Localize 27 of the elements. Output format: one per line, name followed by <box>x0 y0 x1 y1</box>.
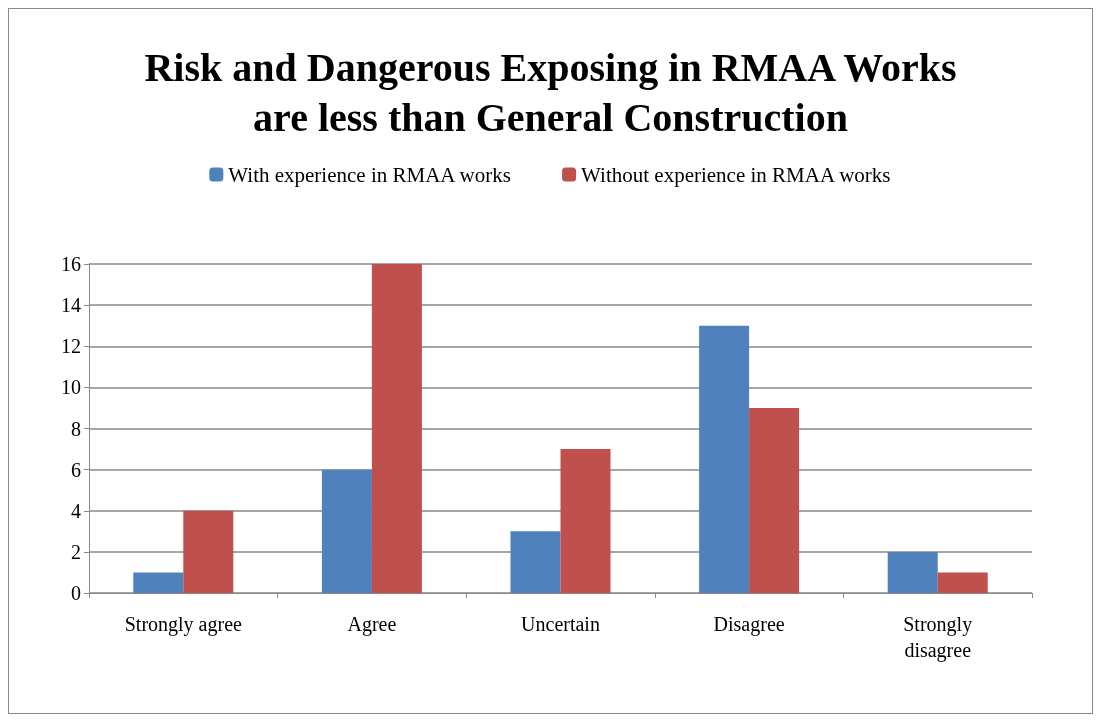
bar <box>510 531 561 593</box>
bar <box>133 572 184 593</box>
x-tick-label: Strongly agree <box>124 613 243 636</box>
y-tick-label: 2 <box>71 540 81 563</box>
bar <box>749 407 800 593</box>
y-tick-label: 10 <box>61 376 81 399</box>
bar <box>371 264 422 593</box>
y-tick-label: 8 <box>71 417 81 440</box>
x-tick-label: Agree <box>347 613 397 636</box>
y-tick-label: 14 <box>61 294 81 317</box>
bar <box>560 449 611 593</box>
y-tick-label: 12 <box>61 335 81 358</box>
legend-label: Without experience in RMAA works <box>581 162 891 187</box>
x-tick-label: Strongly disagree <box>903 613 973 662</box>
y-tick-label: 0 <box>71 582 81 604</box>
bar <box>937 572 988 593</box>
y-tick-label: 4 <box>71 499 81 522</box>
y-tick-label: 16 <box>61 253 81 275</box>
x-tick-label: Uncertain <box>521 613 600 635</box>
legend-label: With experience in RMAA works <box>228 162 511 187</box>
chart-title: Risk and Dangerous Exposing in RMAA Works are less than General Construction <box>144 44 957 140</box>
bar <box>183 510 234 593</box>
y-tick-label: 6 <box>71 458 81 481</box>
bar <box>699 325 750 593</box>
x-tick-label: Disagree <box>713 613 785 636</box>
bar <box>321 469 372 593</box>
bar <box>887 551 938 593</box>
